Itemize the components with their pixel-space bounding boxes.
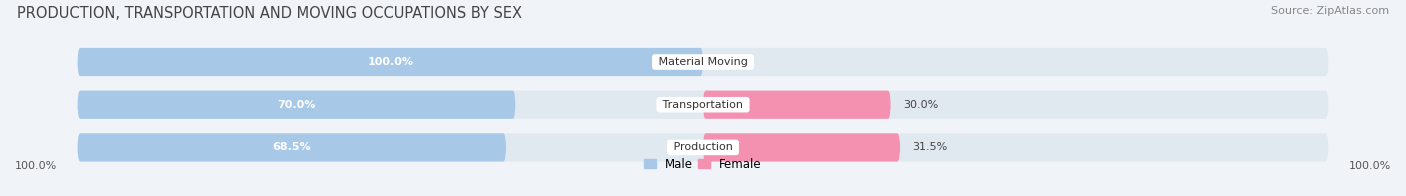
Text: Material Moving: Material Moving bbox=[655, 57, 751, 67]
Text: 70.0%: 70.0% bbox=[277, 100, 315, 110]
FancyBboxPatch shape bbox=[77, 91, 1329, 119]
FancyBboxPatch shape bbox=[77, 48, 1329, 76]
Legend: Male, Female: Male, Female bbox=[640, 153, 766, 176]
Text: Transportation: Transportation bbox=[659, 100, 747, 110]
FancyBboxPatch shape bbox=[703, 91, 891, 119]
Text: 31.5%: 31.5% bbox=[912, 142, 948, 152]
Text: 68.5%: 68.5% bbox=[273, 142, 311, 152]
FancyBboxPatch shape bbox=[77, 91, 516, 119]
FancyBboxPatch shape bbox=[77, 133, 506, 162]
Text: 100.0%: 100.0% bbox=[1348, 161, 1391, 171]
FancyBboxPatch shape bbox=[77, 48, 703, 76]
Text: 100.0%: 100.0% bbox=[367, 57, 413, 67]
FancyBboxPatch shape bbox=[77, 133, 1329, 162]
Text: Source: ZipAtlas.com: Source: ZipAtlas.com bbox=[1271, 6, 1389, 16]
Text: Production: Production bbox=[669, 142, 737, 152]
Text: PRODUCTION, TRANSPORTATION AND MOVING OCCUPATIONS BY SEX: PRODUCTION, TRANSPORTATION AND MOVING OC… bbox=[17, 6, 522, 21]
FancyBboxPatch shape bbox=[703, 133, 900, 162]
Text: 100.0%: 100.0% bbox=[15, 161, 58, 171]
Text: 0.0%: 0.0% bbox=[716, 57, 744, 67]
Text: 30.0%: 30.0% bbox=[903, 100, 938, 110]
